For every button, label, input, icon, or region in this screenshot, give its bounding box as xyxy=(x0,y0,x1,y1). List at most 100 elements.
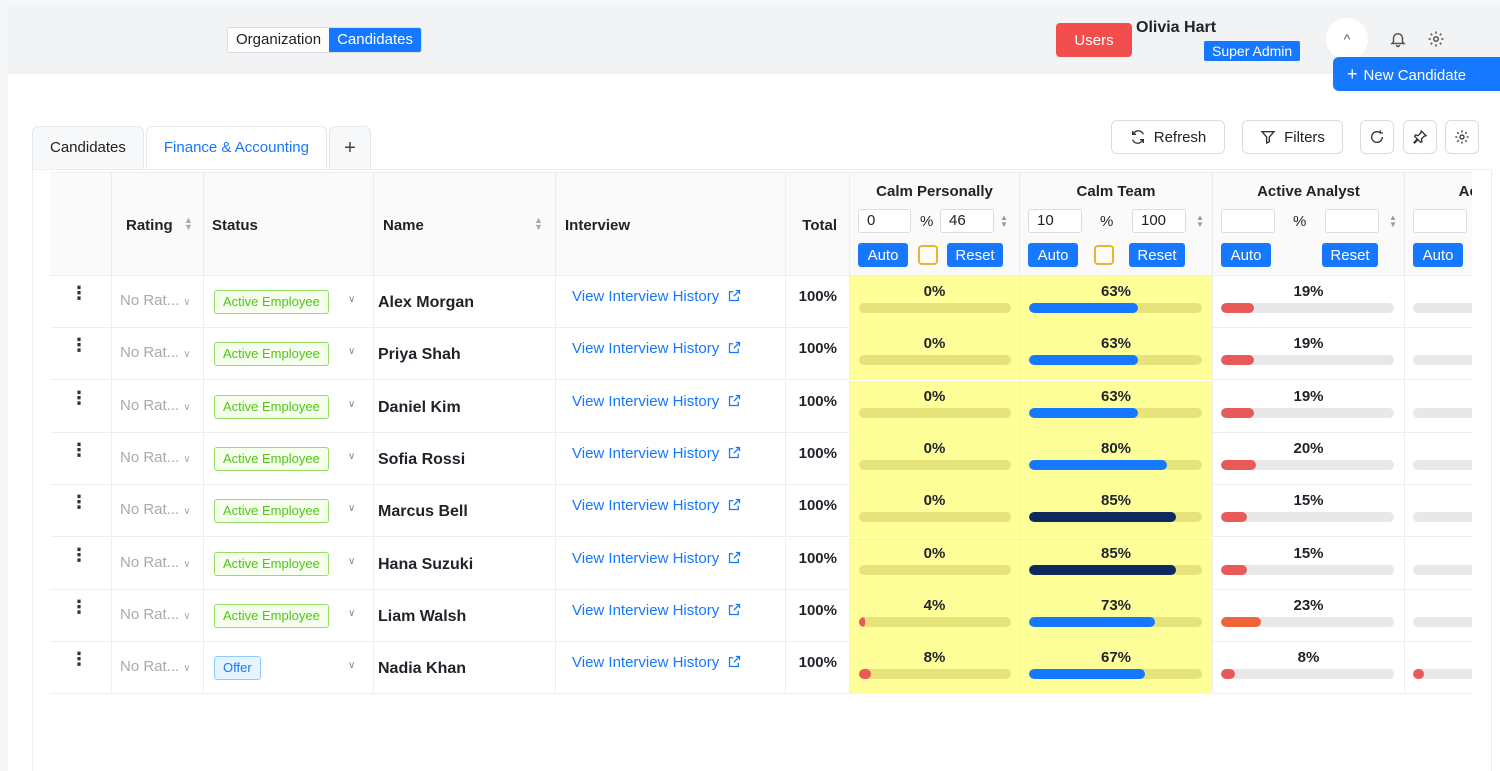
rating-select[interactable]: No Rat... ∨ xyxy=(120,449,191,466)
progress-bar xyxy=(1221,564,1394,575)
chevron-down-icon[interactable]: ∨ xyxy=(348,555,356,567)
avatar[interactable]: ^ xyxy=(1326,18,1368,60)
kebab-menu-icon[interactable]: ⋮ xyxy=(70,387,88,408)
stepper-icon[interactable]: ▲ ▼ xyxy=(1196,213,1204,229)
segment-candidates[interactable]: Candidates xyxy=(329,28,421,52)
view-interview-history-link[interactable]: View Interview History xyxy=(572,497,742,514)
metric-cell xyxy=(1405,485,1472,537)
tab-finance-accounting[interactable]: Finance & Accounting xyxy=(145,126,327,170)
rating-cell: No Rat... ∨ xyxy=(112,328,204,381)
interview-link-label: View Interview History xyxy=(572,654,720,672)
status-badge[interactable]: Offer xyxy=(214,656,261,681)
kebab-menu-icon[interactable]: ⋮ xyxy=(70,649,88,670)
table-row[interactable]: ⋮ No Rat... ∨ Offer ∨ Nadia Khan View Intervie… xyxy=(50,642,1472,695)
stepper-icon[interactable]: ▲ ▼ xyxy=(1000,213,1008,229)
filters-button[interactable]: Filters xyxy=(1242,120,1343,154)
view-interview-history-link[interactable]: View Interview History xyxy=(572,654,742,671)
chevron-down-icon[interactable]: ∨ xyxy=(348,607,356,619)
auto-button[interactable]: Auto xyxy=(1413,243,1463,267)
status-badge[interactable]: Active Employee xyxy=(214,603,329,628)
view-interview-history-link[interactable]: View Interview History xyxy=(572,445,742,462)
kebab-menu-icon[interactable]: ⋮ xyxy=(70,492,88,513)
candidate-name: Hana Suzuki xyxy=(378,555,474,573)
metric-min-input[interactable] xyxy=(1221,209,1275,233)
table-row[interactable]: ⋮ No Rat... ∨ Active Employee ∨ Marcus Bell Vi… xyxy=(50,485,1472,538)
reset-button[interactable]: Reset xyxy=(1129,243,1185,267)
segment-organization[interactable]: Organization xyxy=(228,28,330,52)
status-badge[interactable]: Active Employee xyxy=(214,394,329,419)
chevron-down-icon[interactable]: ∨ xyxy=(348,660,356,672)
users-button[interactable]: Users xyxy=(1056,23,1132,57)
chevron-down-icon[interactable]: ∨ xyxy=(348,398,356,410)
metric-checkbox[interactable] xyxy=(1094,245,1114,265)
header-name[interactable]: Name ▲ ▼ xyxy=(374,173,556,277)
refresh-button[interactable]: Refresh xyxy=(1111,120,1225,154)
kebab-menu-icon[interactable]: ⋮ xyxy=(70,283,88,303)
chevron-down-icon[interactable]: ∨ xyxy=(348,450,356,462)
reset-button[interactable]: Reset xyxy=(947,243,1003,267)
metric-value: 85% xyxy=(1100,544,1132,562)
metric-min-input[interactable]: 10 xyxy=(1028,209,1082,233)
status-badge[interactable]: Active Employee xyxy=(214,446,329,471)
metric-value: 63% xyxy=(1100,283,1132,300)
header-status: Status xyxy=(204,173,374,277)
table-row[interactable]: ⋮ No Rat... ∨ Active Employee ∨ Liam Walsh Vie… xyxy=(50,589,1472,642)
rating-select[interactable]: No Rat... ∨ xyxy=(120,292,191,309)
status-badge[interactable]: Active Employee xyxy=(214,342,329,367)
stepper-icon[interactable]: ▲ ▼ xyxy=(1389,213,1397,229)
chevron-down-icon[interactable]: ∨ xyxy=(348,294,356,305)
row-actions-cell: ⋮ xyxy=(50,642,112,695)
rating-select[interactable]: No Rat... ∨ xyxy=(120,397,191,414)
reset-button[interactable]: Reset xyxy=(1322,243,1378,267)
metric-max-input[interactable]: 46 xyxy=(940,209,994,233)
chevron-down-icon[interactable]: ∨ xyxy=(348,346,356,358)
table-row[interactable]: ⋮ No Rat... ∨ Active Employee ∨ Alex Morgan Vi… xyxy=(50,276,1472,328)
view-interview-history-link[interactable]: View Interview History xyxy=(572,288,742,305)
rating-select[interactable]: No Rat... ∨ xyxy=(120,658,191,675)
new-candidate-button[interactable]: + New Candidate xyxy=(1333,57,1500,91)
chevron-down-icon[interactable]: ∨ xyxy=(348,503,356,515)
status-badge[interactable]: Active Employee xyxy=(214,290,329,314)
candidate-name: Nadia Khan xyxy=(378,660,467,678)
view-interview-history-link[interactable]: View Interview History xyxy=(572,340,742,357)
table-settings-button[interactable] xyxy=(1445,120,1479,154)
view-interview-history-link[interactable]: View Interview History xyxy=(572,393,742,410)
metric-max-input[interactable]: 100 xyxy=(1132,209,1186,233)
metric-min-input[interactable]: 0 xyxy=(858,209,911,233)
metric-max-input[interactable] xyxy=(1325,209,1379,233)
status-badge[interactable]: Active Employee xyxy=(214,551,329,576)
kebab-menu-icon[interactable]: ⋮ xyxy=(70,335,88,356)
rating-select[interactable]: No Rat... ∨ xyxy=(120,606,191,623)
candidate-name: Sofia Rossi xyxy=(378,450,466,468)
metric-checkbox[interactable] xyxy=(918,245,938,265)
rating-select[interactable]: No Rat... ∨ xyxy=(120,344,191,361)
table-row[interactable]: ⋮ No Rat... ∨ Active Employee ∨ Priya Shah Vie… xyxy=(50,328,1472,381)
metric-cell xyxy=(1405,276,1472,328)
add-tab-button[interactable]: + xyxy=(328,126,371,170)
bell-icon[interactable] xyxy=(1389,30,1407,48)
view-interview-history-link[interactable]: View Interview History xyxy=(572,602,742,619)
metric-min-input[interactable] xyxy=(1413,209,1467,233)
progress-fill xyxy=(1221,564,1247,575)
reload-button[interactable] xyxy=(1360,120,1394,154)
table-row[interactable]: ⋮ No Rat... ∨ Active Employee ∨ Sofia Rossi Vi… xyxy=(50,432,1472,485)
header-rating[interactable]: Rating ▲ ▼ xyxy=(112,173,204,277)
gear-icon[interactable] xyxy=(1427,30,1445,48)
kebab-menu-icon[interactable]: ⋮ xyxy=(70,439,88,460)
pin-button[interactable] xyxy=(1403,120,1437,154)
rating-select[interactable]: No Rat... ∨ xyxy=(120,501,191,518)
rating-cell: No Rat... ∨ xyxy=(112,537,204,590)
auto-button[interactable]: Auto xyxy=(858,243,908,267)
table-row[interactable]: ⋮ No Rat... ∨ Active Employee ∨ Daniel Kim Vie… xyxy=(50,380,1472,433)
kebab-menu-icon[interactable]: ⋮ xyxy=(70,544,88,565)
rating-select[interactable]: No Rat... ∨ xyxy=(120,554,191,571)
sort-icon[interactable]: ▲ ▼ xyxy=(534,215,543,232)
sort-icon[interactable]: ▲ ▼ xyxy=(184,215,193,232)
view-interview-history-link[interactable]: View Interview History xyxy=(572,550,742,567)
kebab-menu-icon[interactable]: ⋮ xyxy=(70,596,88,617)
auto-button[interactable]: Auto xyxy=(1028,243,1078,267)
auto-button[interactable]: Auto xyxy=(1221,243,1271,267)
status-badge[interactable]: Active Employee xyxy=(214,499,329,524)
tab-candidates[interactable]: Candidates xyxy=(32,126,144,170)
table-row[interactable]: ⋮ No Rat... ∨ Active Employee ∨ Hana Suzuki Vi… xyxy=(50,537,1472,590)
